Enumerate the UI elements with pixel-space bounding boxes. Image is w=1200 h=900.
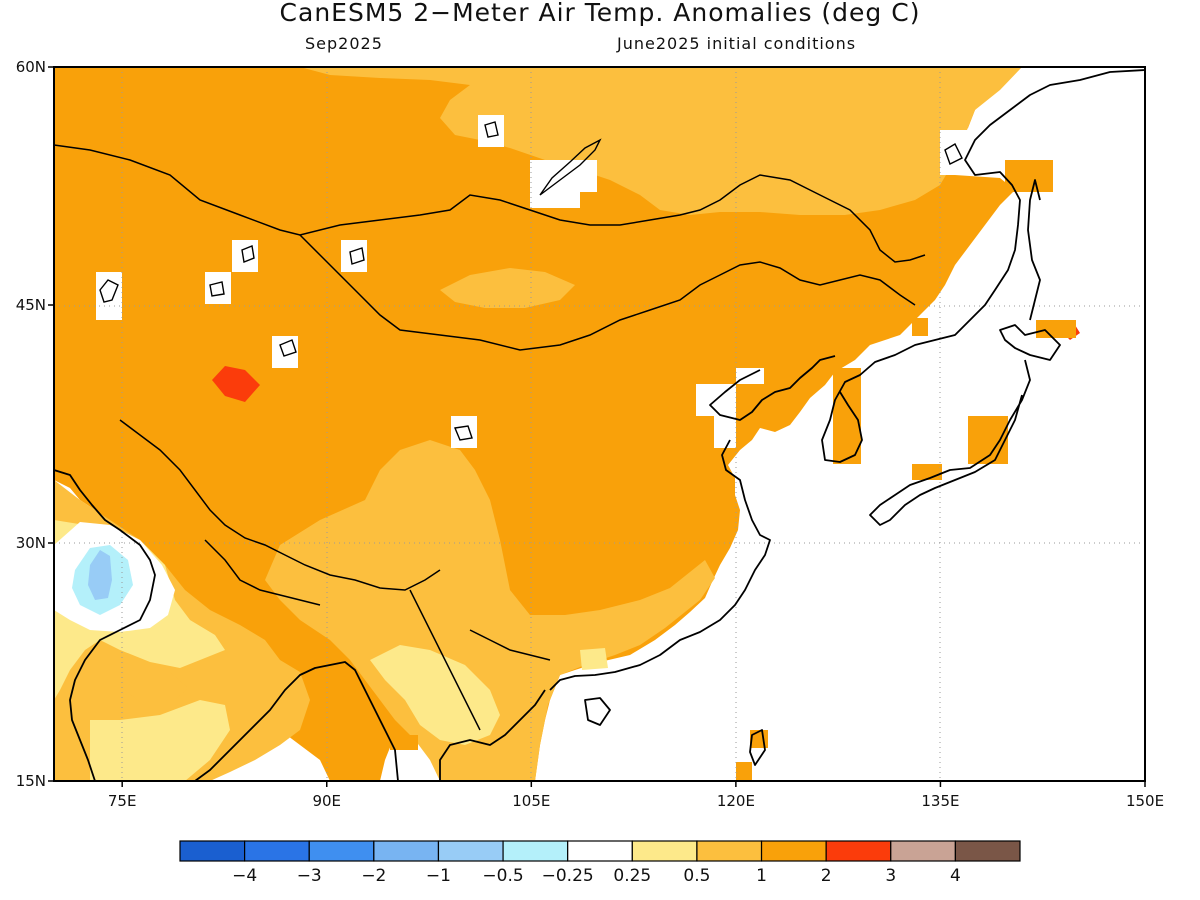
colorbar-swatch bbox=[437, 840, 504, 862]
colorbar-label: 0.25 bbox=[613, 866, 651, 886]
colorbar-swatch bbox=[890, 840, 956, 862]
anomaly-region-0.5-to-1-india-core bbox=[125, 672, 188, 702]
lon-tick-label: 135E bbox=[921, 792, 959, 810]
colorbar: −4 −3 −2 −1 −0.5 −0.25 0.25 0.5 1 2 3 4 bbox=[179, 840, 1021, 886]
colorbar-swatch bbox=[954, 840, 1021, 862]
national-borders bbox=[54, 144, 926, 731]
forecast-month: Sep2025 bbox=[305, 34, 383, 53]
map-frame bbox=[53, 66, 1146, 782]
map-title: CanESM5 2−Meter Air Temp. Anomalies (deg… bbox=[279, 0, 921, 27]
anomaly-region-0.5-to-1-tibet bbox=[265, 440, 715, 781]
lon-tick-label: 105E bbox=[512, 792, 550, 810]
colorbar-swatch bbox=[244, 840, 310, 862]
colorbar-label: 4 bbox=[950, 866, 961, 886]
anomaly-region-0.25-to-0.5-indochina bbox=[370, 645, 500, 745]
lon-tick-label: 75E bbox=[108, 792, 137, 810]
colorbar-label: −3 bbox=[297, 866, 322, 886]
lon-tick-label: 120E bbox=[717, 792, 755, 810]
colorbar-swatch bbox=[760, 840, 827, 862]
colorbar-label: −1 bbox=[426, 866, 451, 886]
lat-tick-label: 15N bbox=[16, 772, 46, 790]
lon-tick-label: 150E bbox=[1126, 792, 1164, 810]
colorbar-swatch bbox=[179, 840, 246, 862]
anomaly-region-0.5-to-1-north bbox=[300, 67, 1022, 215]
lakes bbox=[99, 121, 963, 441]
graticule bbox=[54, 67, 1145, 781]
anomaly-region-0.25-to-0.5-patch bbox=[580, 648, 608, 670]
latitude-axis: 60N 45N 30N 15N bbox=[16, 58, 54, 790]
anomaly-region-0.5-to-1-mongolia bbox=[440, 268, 575, 308]
coastlines bbox=[54, 69, 1145, 781]
colorbar-label: −4 bbox=[232, 866, 257, 886]
longitude-axis: 75E 90E 105E 120E 135E 150E bbox=[108, 781, 1164, 810]
anomaly-region-2-to-3 bbox=[212, 366, 260, 402]
colorbar-swatch bbox=[567, 840, 633, 862]
anomaly-field bbox=[54, 67, 1145, 781]
colorbar-label: 3 bbox=[885, 866, 896, 886]
lat-tick-label: 60N bbox=[16, 58, 46, 76]
colorbar-label: −0.5 bbox=[482, 866, 523, 886]
lat-tick-label: 30N bbox=[16, 534, 46, 552]
anomaly-region-minus-1 bbox=[88, 550, 112, 600]
colorbar-label: 0.5 bbox=[683, 866, 710, 886]
colorbar-swatch bbox=[502, 840, 569, 862]
initial-conditions: June2025 initial conditions bbox=[617, 34, 857, 53]
colorbar-swatch bbox=[696, 840, 763, 862]
lat-tick-label: 45N bbox=[16, 296, 46, 314]
anomaly-region-0.25-to-0.5-southindia bbox=[90, 700, 230, 781]
colorbar-swatch bbox=[825, 840, 892, 862]
colorbar-swatch bbox=[631, 840, 698, 862]
colorbar-label: −2 bbox=[361, 866, 386, 886]
colorbar-label: 2 bbox=[821, 866, 832, 886]
colorbar-swatch bbox=[308, 840, 375, 862]
colorbar-swatch bbox=[373, 840, 440, 862]
colorbar-label: 1 bbox=[756, 866, 767, 886]
colorbar-label: −0.25 bbox=[542, 866, 594, 886]
lon-tick-label: 90E bbox=[312, 792, 341, 810]
